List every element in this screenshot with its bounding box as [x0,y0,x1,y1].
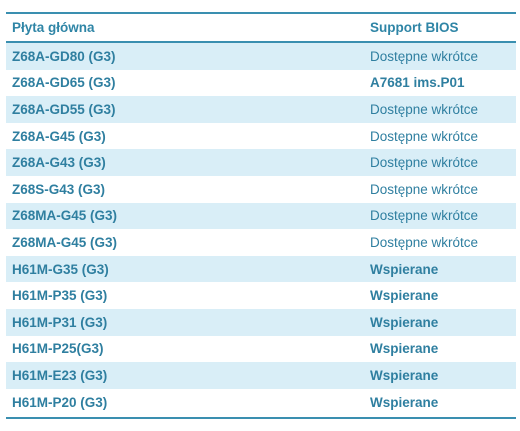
bios-support-table: Płyta główna Support BIOS Z68A-GD80 (G3)… [6,12,516,420]
motherboard-model: H61M-P20 (G3) [12,394,108,410]
motherboard-model: Z68S-G43 (G3) [12,181,106,197]
table-row: Z68A-GD80 (G3) Dostępne wkrótce [6,43,516,70]
table-top-rule [6,12,516,14]
bios-status: Dostępne wkrótce [370,208,479,224]
table-row: Z68S-G43 (G3) Dostępne wkrótce [6,176,516,203]
bios-status: Dostępne wkrótce [370,101,479,117]
bios-status: Wspierane [370,261,439,277]
motherboard-model: H61M-P31 (G3) [12,314,108,330]
table-row: H61M-P31 (G3) Wspierane [6,308,516,336]
table-body: Z68A-GD80 (G3) Dostępne wkrótce Z68A-GD65 … [6,43,516,415]
motherboard-model: H61M-G35 (G3) [12,261,109,277]
table-row: Z68MA-G45 (G3) Dostępne wkrótce [6,229,516,256]
table-row: Z68A-G43 (G3) Dostępne wkrótce [6,149,516,176]
bios-status: Dostępne wkrótce [370,181,479,197]
motherboard-model: Z68A-G45 (G3) [12,128,106,144]
bios-status: A7681 ims.P01 [370,75,465,91]
bios-status: Wspierane [370,341,439,357]
motherboard-model: H61M-P35 (G3) [12,288,108,304]
table-row: H61M-P35 (G3) Wspierane [6,282,516,309]
motherboard-model: Z68A-GD80 (G3) [12,48,116,64]
motherboard-model: H61M-E23 (G3) [12,367,108,383]
table-bottom-rule [6,417,516,420]
table-row: H61M-G35 (G3) Wspierane [6,255,516,283]
table-row: Z68A-G45 (G3) Dostępne wkrótce [6,123,516,150]
motherboard-model: Z68A-GD55 (G3) [12,101,116,117]
bios-status: Wspierane [370,314,439,330]
motherboard-model: Z68A-G43 (G3) [12,155,106,171]
table-row: H61M-E23 (G3) Wspierane [6,362,516,389]
table-row: Z68A-GD65 (G3) A7681 ims.P01 [6,70,516,97]
bios-status: Dostępne wkrótce [370,48,479,64]
table-row: Z68A-GD55 (G3) Dostępne wkrótce [6,96,516,123]
motherboard-model: Z68A-GD65 (G3) [12,75,116,91]
bios-status: Dostępne wkrótce [370,155,479,171]
bios-status: Wspierane [370,288,439,304]
bios-status: Wspierane [370,394,439,410]
motherboard-model: Z68MA-G45 (G3) [12,208,118,224]
bios-status: Dostępne wkrótce [370,128,479,144]
motherboard-model: Z68MA-G45 (G3) [12,234,118,250]
table-row: Z68MA-G45 (G3) Dostępne wkrótce [6,202,516,230]
motherboard-model: H61M-P25(G3) [12,341,104,357]
bios-status: Dostępne wkrótce [370,234,479,250]
table-row: H61M-P25(G3) Wspierane [6,336,516,363]
table-header: Płyta główna Support BIOS [6,14,516,43]
header-bios-support: Support BIOS [370,20,459,35]
header-motherboard: Płyta główna [12,20,95,35]
bios-status: Wspierane [370,367,439,383]
table-row: H61M-P20 (G3) Wspierane [6,389,516,416]
